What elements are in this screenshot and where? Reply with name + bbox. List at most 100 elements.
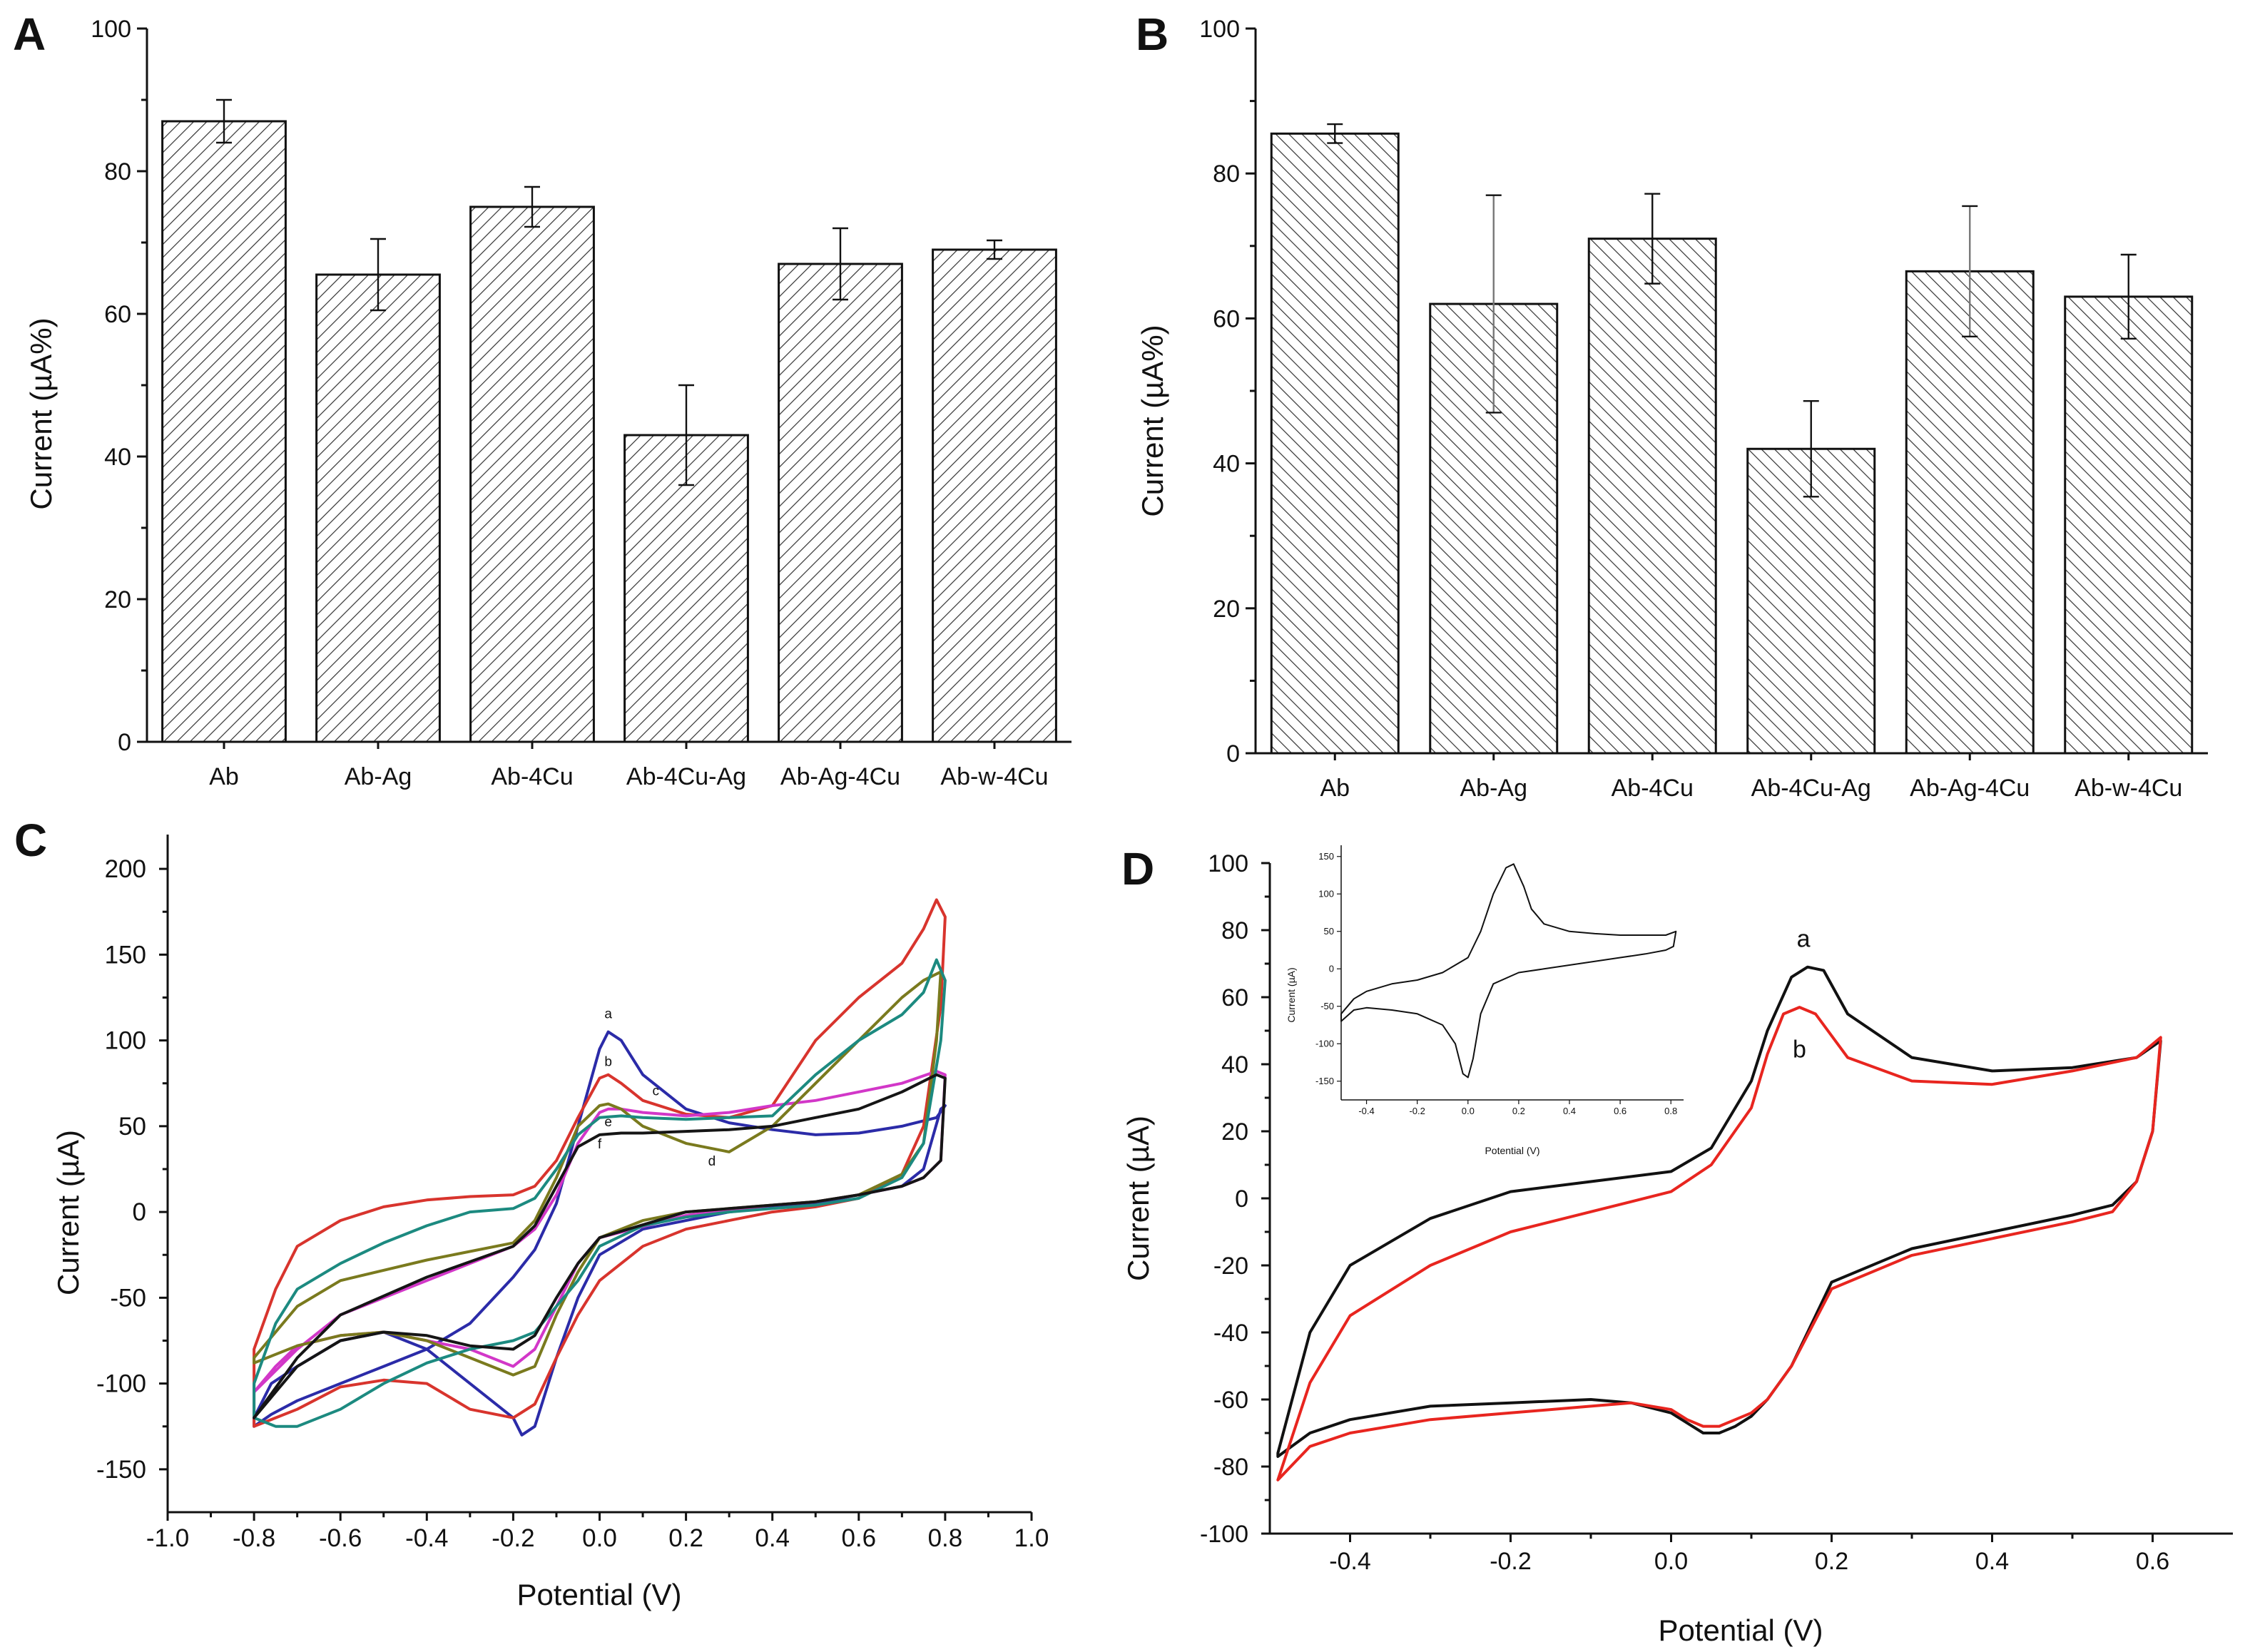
panel-c-curve-label-a: a: [604, 1006, 612, 1021]
panel-d-y-tick-label: 80: [1221, 917, 1248, 944]
panel-a-y-axis-label: Current (µA%): [24, 317, 58, 509]
panel-d-y-tick-label: -20: [1213, 1253, 1248, 1280]
panel-c-x-tick-label: -0.6: [319, 1524, 362, 1552]
panel-b-y-tick-label: 20: [1213, 596, 1240, 623]
panel-c-label: C: [14, 815, 47, 866]
panel-c-x-tick-label: 0.0: [582, 1524, 617, 1552]
panel-d-y-tick-label: 60: [1221, 984, 1248, 1011]
panel-b-category-label: Ab-4Cu-Ag: [1751, 775, 1871, 802]
panel-c-y-axis-label: Current (µA): [51, 1130, 85, 1295]
panel-b-label: B: [1136, 9, 1169, 60]
panel-d-inset-x-tick-label: 0.8: [1664, 1106, 1677, 1116]
panel-a-bar-ab-ag-4cu: [778, 262, 903, 743]
panel-d-inset-y-axis-label: Current (µA): [1286, 967, 1297, 1022]
panel-b-bar-ab: [1270, 132, 1400, 755]
panel-c-curve-c: [253, 1069, 947, 1394]
panel-c-y-tick-label: -50: [110, 1284, 146, 1312]
panel-d-y-tick-label: 100: [1208, 850, 1248, 877]
panel-b-y-tick-label: 80: [1213, 160, 1240, 188]
panel-a-category-label: Ab-w-4Cu: [940, 763, 1048, 790]
panel-d-y-tick-label: -80: [1213, 1454, 1248, 1481]
panel-d-x-axis-label: Potential (V): [1658, 1613, 1823, 1647]
panel-d-y-tick-label: 20: [1221, 1118, 1248, 1146]
panel-a-category-label: Ab-4Cu-Ag: [626, 763, 746, 790]
panel-d-inset-y-tick-label: 100: [1318, 888, 1334, 899]
panel-c-y-tick-label: 0: [133, 1198, 146, 1226]
panel-d-inset: Potential (V) Current (µA) -0.4 -0.2 0.0 0.…: [1286, 845, 1684, 1156]
panel-c-line-chart: C Potential (V) Current (µA) -1.0 -0.8 -0.…: [14, 815, 1049, 1611]
panel-d-curve-label-b: b: [1793, 1036, 1806, 1064]
panel-a-bar-ab: [161, 120, 287, 743]
panel-d-x-tick-label: -0.4: [1329, 1548, 1371, 1575]
panel-d-inset-y-tick-label: 0: [1329, 963, 1334, 974]
panel-a-bar-ab-4cu: [469, 205, 595, 743]
panel-c-x-axis-label: Potential (V): [516, 1578, 681, 1611]
panel-c-curve-d: [253, 970, 942, 1377]
panel-a-y-tick-label: 80: [104, 158, 131, 185]
panel-c-curve-label-e: e: [604, 1115, 612, 1130]
panel-a-y-tick-label: 40: [104, 444, 131, 471]
panel-a-category-label: Ab-Ag: [345, 763, 412, 790]
panel-d-x-tick-label: 0.6: [2136, 1548, 2169, 1575]
panel-c-x-tick-label: 0.6: [841, 1524, 876, 1552]
panel-b-y-axis-label: Current (µA%): [1136, 325, 1169, 516]
panel-b-category-label: Ab-4Cu: [1612, 775, 1694, 802]
panel-b-y-tick-label: 60: [1213, 305, 1240, 332]
panel-d-inset-y-tick-label: -50: [1320, 1001, 1334, 1011]
panel-d-inset-x-tick-label: 0.2: [1512, 1106, 1525, 1116]
panel-d-y-tick-label: 0: [1235, 1186, 1248, 1213]
panel-c-y-tick-label: 200: [105, 855, 146, 883]
panel-c-y-tick-label: -150: [96, 1456, 146, 1484]
panel-d-inset-x-axis-label: Potential (V): [1485, 1145, 1539, 1156]
panel-c-x-tick-label: -0.4: [405, 1524, 448, 1552]
panel-c-y-tick-label: 50: [118, 1113, 146, 1141]
panel-c-curve-label-f: f: [598, 1137, 602, 1152]
panel-b-y-tick-label: 100: [1199, 16, 1240, 43]
panel-c-curve-label-b: b: [604, 1055, 612, 1070]
panel-c-y-tick-label: 100: [105, 1027, 146, 1055]
panel-d-inset-x-tick-label: -0.4: [1358, 1106, 1374, 1116]
panel-b-bar-chart: B Current (µA%) 0 20 40 60 80 100 Ab Ab-Ag Ab-4C…: [1136, 9, 2208, 802]
panel-d-y-tick-label: -40: [1213, 1320, 1248, 1347]
panel-d-curve-b: [1276, 1006, 2162, 1482]
panel-a-label: A: [13, 9, 46, 60]
panel-d-x-tick-label: -0.2: [1490, 1548, 1532, 1575]
panel-c-curve-e: [253, 958, 947, 1428]
panel-a-category-label: Ab-Ag-4Cu: [780, 763, 900, 790]
panel-d-inset-curve-inset: [1340, 863, 1677, 1079]
panel-b-bar-ab-4cu-ag: [1746, 447, 1876, 755]
panel-c-x-tick-label: 0.4: [755, 1524, 790, 1552]
panel-b-bar-ab-w-4cu: [2064, 295, 2194, 755]
panel-d-inset-x-tick-label: -0.2: [1409, 1106, 1425, 1116]
panel-d-curve-a: [1276, 965, 2162, 1458]
panel-c-curve-label-d: d: [708, 1154, 716, 1169]
panel-c-x-tick-label: -1.0: [146, 1524, 189, 1552]
panel-c-curve-a: [253, 1030, 947, 1437]
panel-a-bar-chart: A Current (µA%) 0 20 40 60 80 100 Ab Ab-Ag Ab-4C…: [13, 9, 1071, 790]
panel-d-line-chart: D Potential (V) Current (µA) Potential (…: [1121, 843, 2233, 1647]
panel-d-y-tick-label: -100: [1200, 1521, 1248, 1548]
panel-a-y-tick-label: 0: [118, 729, 131, 756]
panel-b-category-label: Ab-Ag-4Cu: [1910, 775, 2030, 802]
panel-d-y-axis-label: Current (µA): [1121, 1116, 1155, 1281]
panel-a-y-tick-label: 100: [91, 16, 131, 43]
panel-a-y-tick-label: 20: [104, 586, 131, 613]
panel-d-x-tick-label: 0.2: [1815, 1548, 1848, 1575]
panel-d-inset-x-tick-label: 0.6: [1614, 1106, 1627, 1116]
panel-a-bar-ab-4cu-ag: [623, 434, 749, 743]
panel-c-x-tick-label: 0.8: [928, 1524, 963, 1552]
panel-c-x-tick-label: 1.0: [1014, 1524, 1049, 1552]
panel-a-y-tick-label: 60: [104, 301, 131, 328]
panel-b-y-tick-label: 40: [1213, 451, 1240, 478]
panel-d-inset-y-tick-label: -100: [1315, 1038, 1334, 1049]
panel-d-y-tick-label: 40: [1221, 1051, 1248, 1079]
panel-a-category-label: Ab-4Cu: [491, 763, 573, 790]
panel-a-bar-ab-ag: [315, 273, 441, 743]
panel-c-x-tick-label: -0.8: [233, 1524, 275, 1552]
panel-d-x-tick-label: 0.4: [1975, 1548, 2009, 1575]
panel-b-bar-ab-4cu: [1587, 238, 1717, 755]
panel-d-y-tick-label: -60: [1213, 1387, 1248, 1414]
panel-b-bar-ab-ag-4cu: [1905, 270, 2035, 755]
panel-d-inset-y-tick-label: -150: [1315, 1076, 1334, 1086]
